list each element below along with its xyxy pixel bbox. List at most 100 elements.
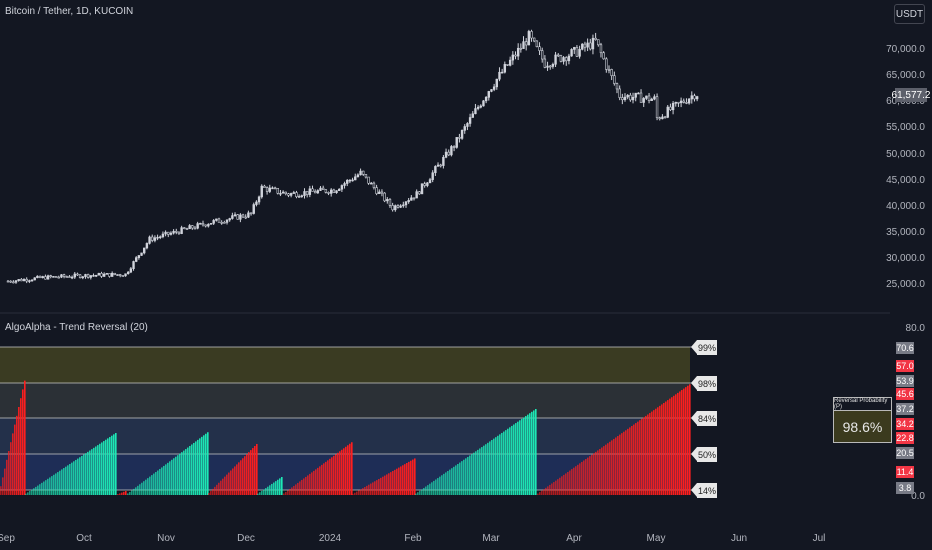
bear-histogram-bar bbox=[639, 420, 641, 495]
bull-histogram-bar bbox=[477, 449, 479, 495]
price-axis-label: 65,000.0 bbox=[886, 70, 925, 81]
bear-histogram-bar bbox=[663, 402, 665, 495]
bull-histogram-bar bbox=[163, 465, 165, 495]
bull-histogram-bar bbox=[193, 442, 195, 495]
zone-98 bbox=[0, 383, 690, 418]
candle-body bbox=[297, 196, 301, 198]
bear-histogram-bar bbox=[577, 464, 579, 495]
candle-body bbox=[474, 108, 477, 115]
candle-body bbox=[500, 71, 504, 74]
price-axis-label: 40,000.0 bbox=[886, 201, 925, 212]
indicator-axis-top: 80.0 bbox=[905, 323, 925, 334]
bear-histogram-bar bbox=[337, 452, 339, 495]
bear-histogram-bar bbox=[581, 461, 583, 495]
candle-body bbox=[543, 58, 547, 68]
bull-histogram-bar bbox=[205, 433, 207, 495]
bear-histogram-bar bbox=[339, 451, 341, 495]
bear-histogram-bar bbox=[374, 481, 376, 495]
candle-body bbox=[273, 187, 277, 190]
time-axis-label: Apr bbox=[566, 533, 582, 544]
bear-histogram-bar bbox=[599, 448, 601, 495]
bull-histogram-bar bbox=[97, 445, 99, 495]
candle-body bbox=[338, 188, 341, 191]
bear-histogram-bar bbox=[611, 440, 613, 495]
candle-body bbox=[431, 172, 434, 180]
bull-histogram-bar bbox=[145, 479, 147, 495]
bear-histogram-bar bbox=[24, 380, 26, 495]
bear-histogram-bar bbox=[400, 466, 402, 495]
bull-histogram-bar bbox=[83, 454, 85, 495]
candle-body bbox=[549, 65, 552, 68]
bull-histogram-bar bbox=[497, 435, 499, 495]
candle-body bbox=[471, 113, 474, 118]
bear-histogram-bar bbox=[232, 468, 234, 495]
candle-body bbox=[316, 190, 320, 194]
candle-body bbox=[639, 92, 643, 103]
bull-histogram-bar bbox=[449, 469, 451, 495]
candle-body bbox=[607, 69, 611, 71]
bull-histogram-bar bbox=[99, 443, 101, 495]
candle-body bbox=[215, 218, 218, 221]
bull-histogram-bar bbox=[165, 464, 167, 495]
bull-histogram-bar bbox=[417, 492, 419, 495]
candle-body bbox=[225, 219, 229, 223]
candle-body bbox=[682, 100, 685, 103]
bear-histogram-bar bbox=[8, 451, 10, 495]
bear-histogram-bar bbox=[605, 444, 607, 495]
candle-body bbox=[490, 89, 493, 92]
bull-histogram-bar bbox=[173, 458, 175, 495]
price-axis-label: 70,000.0 bbox=[886, 44, 925, 55]
bear-histogram-bar bbox=[335, 454, 337, 495]
candle-body bbox=[220, 222, 223, 224]
symbol-title[interactable]: Bitcoin / Tether, 1D, KUCOIN bbox=[5, 6, 134, 17]
bull-histogram-bar bbox=[115, 433, 117, 495]
bull-histogram-bar bbox=[135, 487, 137, 495]
currency-button[interactable]: USDT bbox=[894, 4, 925, 24]
bear-histogram-bar bbox=[579, 463, 581, 495]
candle-body bbox=[209, 223, 213, 225]
candle-body bbox=[255, 201, 258, 205]
bull-histogram-bar bbox=[159, 468, 161, 495]
candle-body bbox=[236, 214, 239, 220]
candle-body bbox=[589, 42, 592, 50]
candle-body bbox=[439, 164, 442, 167]
bear-histogram-bar bbox=[587, 457, 589, 495]
candle-body bbox=[228, 218, 231, 221]
candle-body bbox=[346, 180, 349, 184]
bear-histogram-bar bbox=[575, 466, 577, 495]
bull-histogram-bar bbox=[33, 488, 35, 495]
bull-histogram-bar bbox=[511, 425, 513, 495]
bull-histogram-bar bbox=[67, 465, 69, 495]
bull-histogram-bar bbox=[517, 421, 519, 495]
bear-histogram-bar bbox=[623, 431, 625, 495]
bull-histogram-bar bbox=[35, 486, 37, 495]
candle-body bbox=[313, 191, 317, 194]
candle-body bbox=[143, 247, 146, 254]
bull-histogram-bar bbox=[473, 452, 475, 495]
bear-histogram-bar bbox=[117, 494, 119, 495]
bear-histogram-bar bbox=[347, 445, 349, 495]
candle-body bbox=[68, 276, 71, 278]
bear-histogram-bar bbox=[643, 417, 645, 495]
bear-histogram-bar bbox=[230, 470, 232, 495]
bear-histogram-bar bbox=[567, 471, 569, 495]
candle-body bbox=[519, 47, 523, 50]
time-axis-label: May bbox=[646, 533, 666, 544]
bear-histogram-bar bbox=[398, 467, 400, 495]
bear-histogram-bar bbox=[349, 443, 351, 495]
candle-body bbox=[575, 47, 579, 57]
candle-body bbox=[343, 183, 346, 186]
bull-histogram-bar bbox=[277, 479, 279, 495]
candle-body bbox=[658, 117, 661, 120]
candle-body bbox=[201, 222, 205, 226]
bull-histogram-bar bbox=[55, 473, 57, 495]
bull-histogram-bar bbox=[51, 476, 53, 495]
price-axis-label: 50,000.0 bbox=[886, 149, 925, 160]
bear-histogram-bar bbox=[685, 387, 687, 495]
bear-histogram-bar bbox=[390, 472, 392, 495]
bear-histogram-bar bbox=[18, 407, 20, 495]
candle-body bbox=[546, 65, 549, 68]
bear-histogram-bar bbox=[250, 450, 252, 495]
indicator-title[interactable]: AlgoAlpha - Trend Reversal (20) bbox=[5, 322, 148, 333]
